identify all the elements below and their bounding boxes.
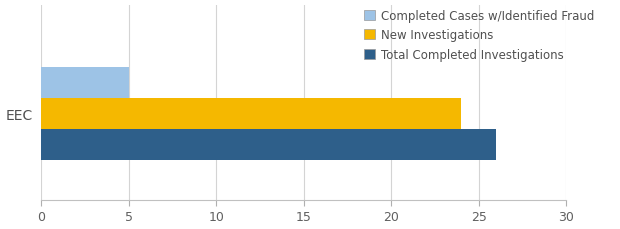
Bar (41, 67, 128, 98)
Bar (41, 98, 461, 129)
Bar (41, 129, 496, 160)
Legend: Completed Cases w/Identified Fraud, New Investigations, Total Completed Investig: Completed Cases w/Identified Fraud, New … (362, 8, 596, 64)
